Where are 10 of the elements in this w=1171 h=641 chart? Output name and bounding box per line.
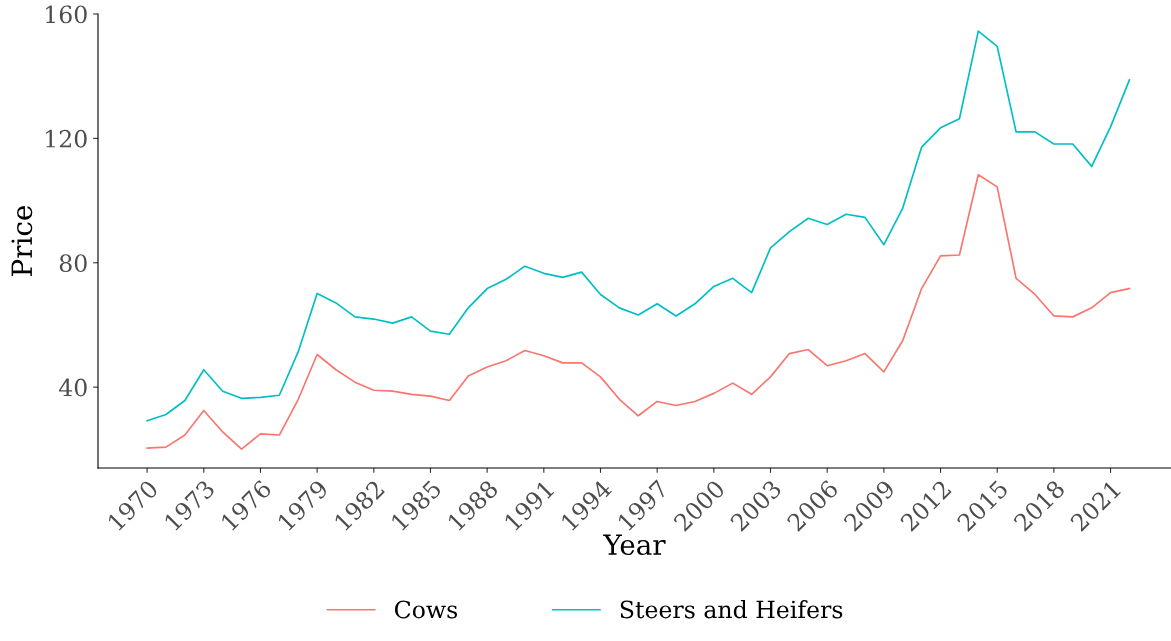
y-axis-title: Price — [11, 205, 33, 276]
x-axis-title: Year — [603, 534, 666, 556]
y-tick-label: 160 — [46, 5, 87, 24]
line-series — [146, 173, 1131, 450]
line-series — [146, 30, 1131, 422]
y-tick-label: 40 — [58, 378, 87, 397]
y-tick-label: 120 — [46, 129, 87, 148]
legend-label: Steers and Heifers — [620, 600, 843, 619]
y-tick-label: 80 — [59, 254, 87, 273]
legend-label: Cows — [394, 600, 458, 619]
